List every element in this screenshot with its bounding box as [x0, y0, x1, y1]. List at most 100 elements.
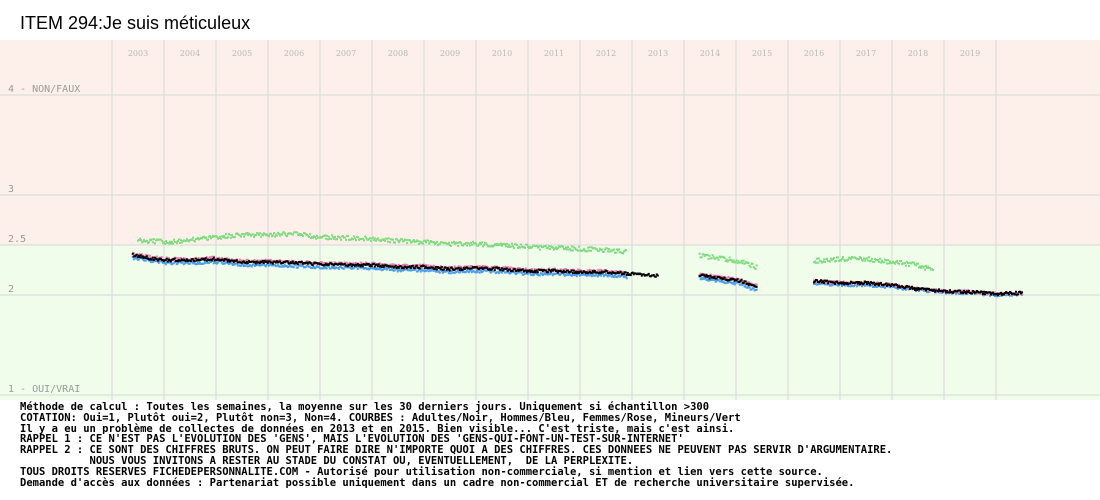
- point-mineurs: [586, 250, 588, 253]
- point-hommes: [497, 272, 500, 275]
- point-mineurs: [754, 267, 757, 270]
- point-adultes: [203, 258, 206, 261]
- point-mineurs: [507, 245, 509, 248]
- background-upper-zone: [0, 40, 1100, 245]
- point-adultes: [564, 270, 567, 273]
- point-mineurs: [702, 253, 705, 256]
- point-mineurs: [475, 242, 477, 245]
- point-mineurs: [436, 240, 438, 243]
- point-hommes: [244, 264, 247, 267]
- point-femmes: [725, 276, 728, 279]
- point-hommes: [564, 274, 567, 277]
- point-mineurs: [252, 233, 254, 236]
- point-adultes: [195, 259, 198, 262]
- point-adultes: [415, 264, 418, 267]
- point-mineurs: [480, 243, 482, 246]
- point-adultes: [247, 259, 250, 262]
- point-adultes: [1008, 293, 1010, 296]
- point-mineurs: [526, 243, 528, 246]
- point-adultes: [917, 287, 919, 290]
- point-hommes: [165, 261, 168, 264]
- point-mineurs: [170, 242, 172, 245]
- point-hommes: [479, 269, 482, 272]
- point-mineurs: [151, 238, 153, 241]
- point-mineurs: [732, 259, 735, 262]
- point-adultes: [962, 291, 964, 294]
- chart-notes: Méthode de calcul : Toutes les semaines,…: [20, 402, 1095, 488]
- point-adultes: [928, 287, 930, 290]
- point-adultes: [506, 269, 509, 272]
- point-adultes: [136, 256, 139, 259]
- point-mineurs: [516, 244, 518, 247]
- point-hommes: [278, 265, 281, 268]
- point-mineurs: [920, 266, 922, 269]
- point-mineurs: [165, 240, 167, 243]
- point-adultes: [179, 259, 182, 262]
- point-mineurs: [374, 237, 376, 240]
- point-mineurs: [495, 244, 497, 247]
- point-adultes: [517, 269, 520, 272]
- point-adultes: [150, 258, 153, 261]
- point-adultes: [372, 262, 375, 265]
- point-mineurs: [336, 238, 338, 241]
- point-hommes: [220, 261, 223, 264]
- point-mineurs: [328, 235, 330, 238]
- point-mineurs: [405, 238, 407, 241]
- point-hommes: [419, 270, 422, 273]
- point-adultes: [626, 271, 629, 274]
- point-mineurs: [574, 247, 576, 250]
- point-hommes: [574, 274, 577, 277]
- point-mineurs: [330, 237, 332, 240]
- point-mineurs: [557, 247, 559, 250]
- note-rappel-1: RAPPEL 1 : CE N'EST PAS L'EVOLUTION DES …: [20, 433, 684, 446]
- point-hommes: [384, 266, 387, 269]
- point-mineurs: [220, 237, 222, 240]
- point-hommes: [311, 266, 314, 269]
- point-mineurs: [867, 259, 869, 262]
- point-hommes: [467, 271, 470, 274]
- point-mineurs: [747, 262, 750, 265]
- x-tick-label: 2009: [440, 49, 460, 58]
- point-adultes: [842, 281, 844, 284]
- point-hommes: [181, 260, 184, 263]
- point-adultes: [530, 269, 533, 272]
- point-mineurs: [401, 238, 403, 241]
- point-adultes: [548, 269, 551, 272]
- point-adultes: [446, 267, 449, 270]
- point-hommes: [446, 269, 449, 272]
- point-adultes: [169, 260, 172, 263]
- point-adultes: [708, 277, 711, 280]
- point-adultes: [379, 264, 382, 267]
- point-mineurs: [752, 266, 755, 269]
- point-adultes: [720, 277, 723, 280]
- point-hommes: [324, 265, 327, 268]
- point-mineurs: [613, 248, 615, 251]
- point-mineurs: [403, 239, 405, 242]
- point-hommes: [500, 271, 503, 274]
- point-adultes: [332, 264, 335, 267]
- point-mineurs: [527, 245, 529, 248]
- point-mineurs: [392, 238, 394, 241]
- point-femmes: [210, 255, 213, 258]
- point-hommes: [195, 263, 198, 266]
- y-tick-label: 2: [8, 284, 14, 295]
- point-mineurs: [618, 248, 620, 251]
- point-mineurs: [262, 234, 264, 237]
- point-hommes: [283, 263, 286, 266]
- point-femmes: [165, 256, 168, 259]
- point-adultes: [576, 270, 579, 273]
- point-adultes: [492, 266, 495, 269]
- point-adultes: [867, 281, 869, 284]
- point-mineurs: [357, 236, 359, 239]
- note-rappel-2-continued: NOUS VOUS INVITONS A RESTER AU STADE DU …: [20, 454, 634, 467]
- point-adultes: [629, 274, 632, 277]
- point-adultes: [278, 260, 281, 263]
- point-hommes: [731, 282, 734, 285]
- point-mineurs: [397, 239, 399, 242]
- point-mineurs: [186, 238, 188, 241]
- point-mineurs: [538, 245, 540, 248]
- point-hommes: [864, 284, 866, 287]
- point-adultes: [590, 271, 593, 274]
- point-hommes: [813, 282, 815, 285]
- point-adultes: [155, 258, 158, 261]
